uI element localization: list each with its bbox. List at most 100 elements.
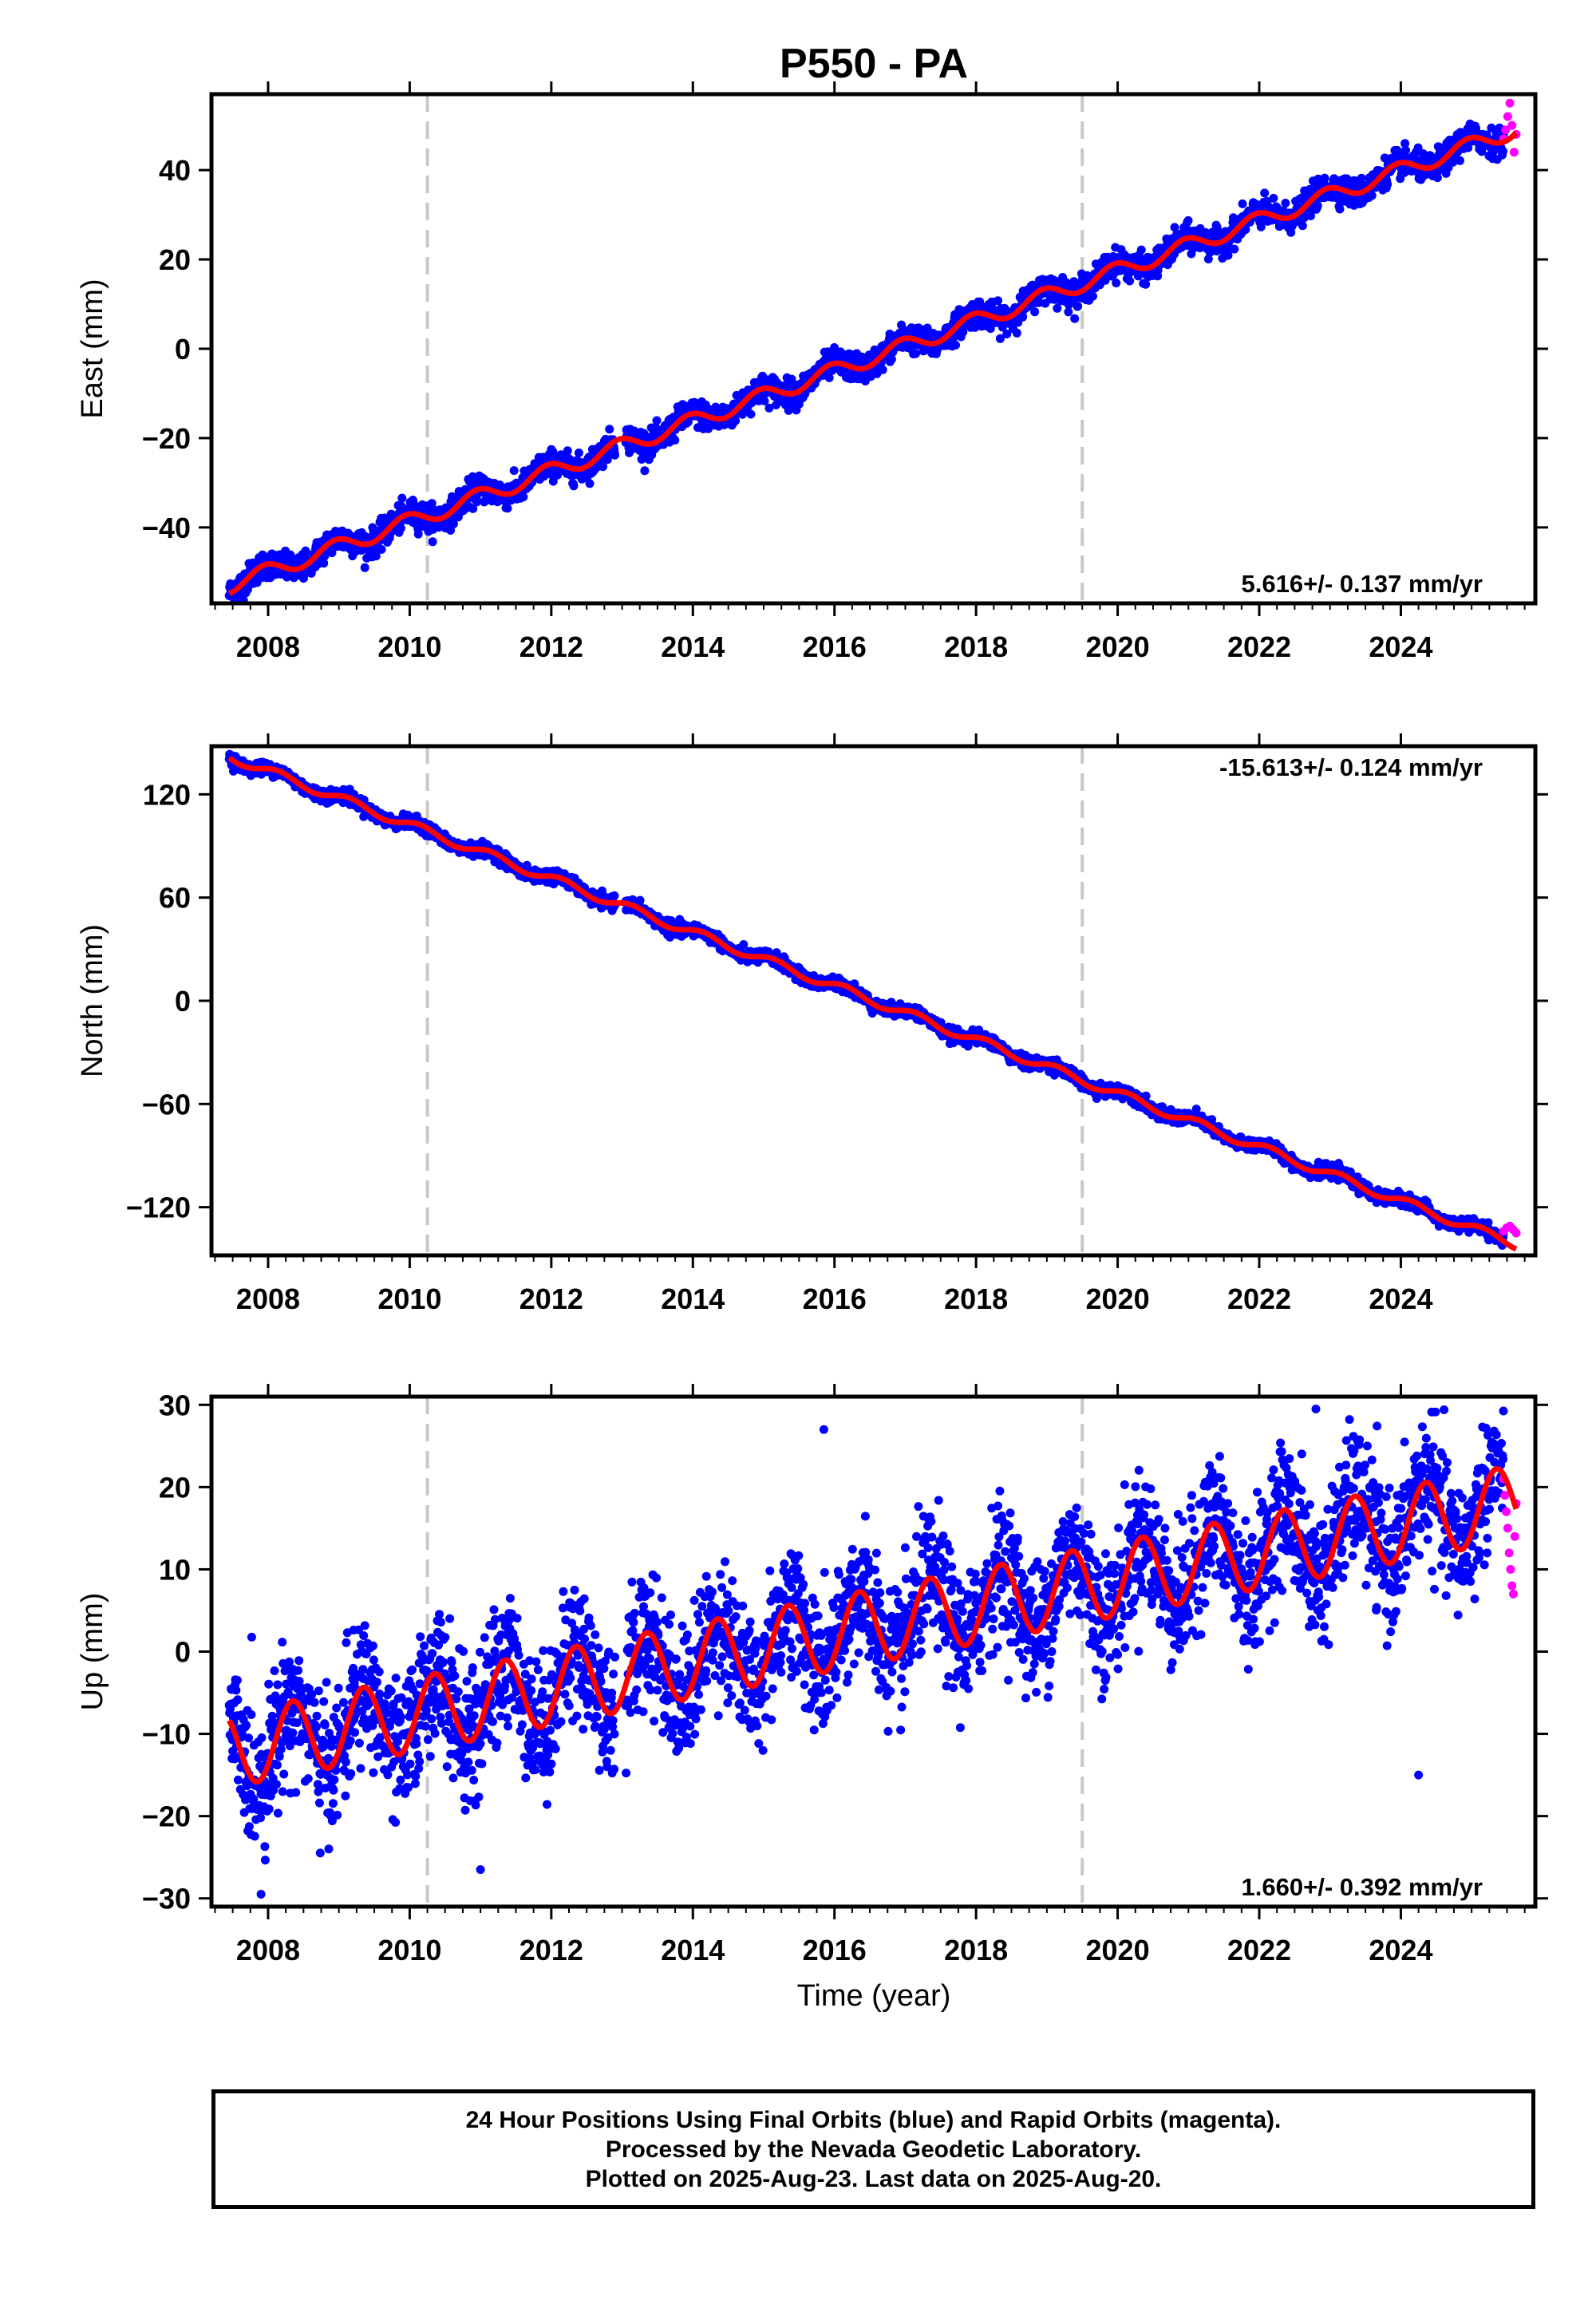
x-tick-label: 2008 [236, 630, 300, 663]
data-point [1018, 312, 1028, 322]
data-point [1256, 222, 1266, 231]
x-tick-label: 2010 [377, 630, 441, 663]
rate-label: 5.616+/- 0.137 mm/yr [1242, 570, 1483, 598]
plot-area [224, 94, 1521, 603]
data-point [1241, 225, 1250, 235]
data-point [887, 354, 896, 364]
y-tick-label: 20 [159, 243, 191, 276]
data-point [360, 563, 369, 572]
x-tick-label: 2014 [661, 630, 725, 663]
data-point [1053, 303, 1062, 313]
data-point [539, 472, 549, 481]
data-point [1064, 307, 1073, 317]
data-point [951, 340, 960, 350]
data-point [1269, 193, 1278, 203]
data-point [739, 940, 749, 949]
x-tick-label: 2012 [519, 630, 583, 663]
data-point [509, 466, 519, 476]
data-point [397, 493, 407, 503]
data-point [371, 551, 381, 561]
rapid-point [1503, 112, 1512, 121]
y-tick-label: −40 [142, 512, 191, 544]
data-point [1141, 279, 1151, 289]
data-point [1238, 199, 1247, 208]
data-point [319, 559, 329, 568]
rapid-point [1507, 121, 1517, 130]
data-point [995, 334, 1005, 343]
data-point [652, 416, 662, 425]
data-point [1401, 145, 1410, 155]
data-point [1313, 201, 1322, 210]
data-point [878, 365, 887, 374]
data-point [1112, 279, 1121, 288]
data-point [1383, 180, 1393, 189]
data-point [574, 449, 583, 457]
x-tick-label: 2020 [1086, 630, 1150, 663]
data-point [787, 374, 796, 384]
data-point [666, 932, 674, 942]
data-point [1125, 276, 1135, 286]
x-tick-label: 2018 [944, 630, 1008, 663]
data-point [519, 492, 528, 502]
y-tick-label: −20 [142, 422, 191, 455]
data-point [1260, 188, 1270, 198]
data-point [1499, 147, 1507, 156]
data-point [1464, 143, 1473, 152]
y-tick-label: 0 [175, 333, 191, 366]
data-point [428, 537, 437, 547]
x-tick-label: 2022 [1227, 630, 1291, 663]
panels: 2008 2010 2012 2014 2016 2018 2020 2022 2024 −40 −… [76, 81, 1548, 1966]
data-point [958, 327, 968, 337]
data-point [569, 481, 579, 491]
data-point [286, 550, 295, 559]
x-tick-label: 2016 [803, 630, 867, 663]
data-point [598, 462, 607, 472]
data-point [1041, 298, 1050, 308]
data-point [635, 895, 645, 905]
data-point [1456, 156, 1464, 165]
y-axis-label: East (mm) [76, 279, 109, 418]
data-point [610, 891, 619, 900]
data-point [760, 396, 769, 405]
y-tick-label: 40 [159, 154, 191, 187]
data-point [1230, 244, 1239, 254]
x-tick-label: 2024 [1369, 630, 1432, 663]
data-point [1203, 255, 1213, 264]
data-point [1012, 328, 1021, 338]
data-point [1400, 139, 1410, 148]
data-point [563, 446, 572, 456]
data-point [1170, 223, 1179, 232]
data-point [1432, 173, 1442, 183]
data-point [1367, 191, 1377, 200]
data-point [1413, 143, 1423, 152]
data-point [1298, 221, 1307, 231]
data-point [503, 504, 512, 513]
rapid-orbits-series [1499, 98, 1521, 157]
data-point [1281, 199, 1290, 207]
data-point [1183, 215, 1193, 225]
data-point [1306, 211, 1315, 220]
data-point [1335, 204, 1345, 214]
data-point [764, 403, 774, 413]
panel-north: 2008 2010 2012 2014 2016 2018 2020 2022 2024−120… [76, 733, 1548, 1315]
data-point [377, 545, 386, 554]
panel-east: 2008 2010 2012 2014 2016 2018 2020 2022 2024 −40 −… [76, 81, 1548, 663]
data-point [911, 349, 920, 358]
data-point [1136, 245, 1146, 255]
data-point [1223, 251, 1233, 260]
plot-area [224, 746, 1521, 1255]
data-point [731, 416, 741, 425]
rapid-point [1501, 125, 1511, 135]
chart-title: P550 - PA [780, 41, 968, 87]
data-point [1073, 302, 1083, 311]
rapid-point [1509, 148, 1519, 157]
data-point [1002, 330, 1012, 338]
data-point [670, 436, 680, 445]
data-point [1088, 291, 1097, 301]
data-point [585, 479, 595, 488]
rapid-point [1505, 98, 1515, 108]
data-point [472, 497, 482, 507]
data-point [824, 373, 834, 382]
data-point [1030, 307, 1040, 317]
data-point [746, 409, 756, 419]
